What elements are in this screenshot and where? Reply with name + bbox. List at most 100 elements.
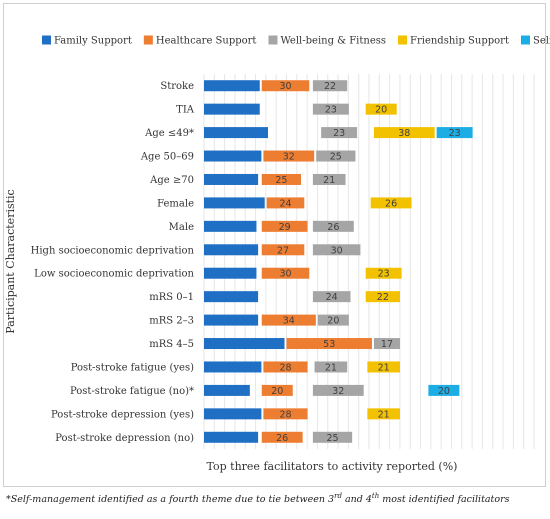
data-label: 24 (279, 198, 291, 209)
data-label: 17 (381, 339, 393, 350)
bar-friendship-support (365, 103, 397, 115)
data-label: 20 (271, 386, 283, 397)
bar-family-support (204, 338, 285, 350)
category-label: Post-stroke depression (no) (55, 433, 194, 444)
bar-healthcare-support (261, 220, 308, 232)
bar-well-being-fitness (314, 361, 348, 373)
category-label: Age ≤49* (144, 128, 194, 139)
bar-family-support (204, 244, 259, 256)
bar-well-being-fitness (317, 314, 349, 326)
data-label: 20 (438, 386, 450, 397)
x-axis-title: Top three facilitators to activity repor… (207, 460, 458, 473)
data-label: 30 (279, 269, 291, 280)
bar-friendship-support (365, 267, 402, 279)
data-label: 24 (326, 292, 338, 303)
legend-label-healthcare-support: Healthcare Support (156, 36, 257, 47)
bar-friendship-support (365, 291, 400, 303)
data-label: 25 (275, 175, 287, 186)
data-label: 20 (375, 105, 387, 116)
category-label: mRS 4–5 (149, 339, 194, 350)
category-label: Age 50–69 (140, 152, 194, 163)
data-label: 30 (331, 245, 343, 256)
bar-well-being-fitness (316, 150, 356, 162)
data-label: 28 (279, 409, 291, 420)
bar-family-support (204, 361, 262, 373)
data-label: 22 (377, 292, 389, 303)
bar-friendship-support (370, 197, 412, 209)
legend-label-well-being-fitness: Well-being & Fitness (280, 36, 386, 47)
footnote-text-mid: and 4 (341, 494, 372, 506)
category-label: Female (157, 198, 194, 209)
bar-family-support (204, 80, 260, 92)
category-label: Post-stroke depression (yes) (51, 409, 194, 420)
category-label: High socioeconomic deprivation (31, 245, 195, 256)
bar-well-being-fitness (312, 80, 348, 92)
category-label: Post-stroke fatigue (no)* (70, 386, 194, 397)
bar-friendship-support (373, 127, 435, 139)
bar-healthcare-support (261, 267, 310, 279)
bar-healthcare-support (261, 173, 301, 185)
bar-well-being-fitness (312, 173, 346, 185)
bar-well-being-fitness (321, 127, 358, 139)
footnote-sup-th: th (371, 492, 380, 500)
bar-well-being-fitness (312, 291, 351, 303)
bar-healthcare-support (263, 408, 308, 420)
bar-friendship-support (367, 408, 400, 420)
data-label: 28 (279, 362, 291, 373)
data-label: 34 (283, 316, 295, 327)
category-label: Age ≥70 (149, 175, 194, 186)
category-label: TIA (176, 105, 195, 116)
data-label: 26 (276, 433, 288, 444)
bar-healthcare-support (286, 338, 372, 350)
data-label: 32 (332, 386, 344, 397)
legend-swatch-friendship-support (398, 35, 408, 45)
legend-swatch-well-being-fitness (268, 35, 278, 45)
category-label: mRS 2–3 (149, 316, 194, 327)
legend-label-family-support: Family Support (54, 36, 132, 47)
data-label: 20 (327, 316, 339, 327)
footnote-text: *Self-management identified as a fourth … (6, 494, 335, 506)
bar-chart: Family Support Healthcare Support Well-bei… (4, 35, 550, 473)
bar-self-management (436, 127, 473, 139)
bar-healthcare-support (261, 80, 310, 92)
bar-well-being-fitness (312, 431, 353, 443)
data-label: 21 (323, 175, 335, 186)
bar-family-support (204, 220, 257, 232)
bar-family-support (204, 431, 259, 443)
bar-family-support (204, 267, 257, 279)
bar-family-support (204, 103, 260, 115)
data-label: 38 (398, 128, 410, 139)
bar-family-support (204, 150, 262, 162)
data-label: 22 (324, 81, 336, 92)
data-label: 25 (330, 152, 342, 163)
data-label: 26 (327, 222, 339, 233)
bar-family-support (204, 173, 259, 185)
data-label: 26 (385, 198, 397, 209)
bar-healthcare-support (261, 244, 305, 256)
data-label: 29 (279, 222, 291, 233)
bar-family-support (204, 408, 262, 420)
bar-family-support (204, 127, 268, 139)
data-label: 27 (277, 245, 289, 256)
legend-label-self-management: Self-management (533, 36, 550, 47)
bar-well-being-fitness (373, 338, 400, 350)
legend-swatch-self-management (520, 35, 530, 45)
data-label: 53 (323, 339, 335, 350)
category-label: Low socioeconomic deprivation (34, 269, 194, 280)
legend-label-friendship-support: Friendship Support (410, 36, 509, 47)
data-label: 25 (326, 433, 338, 444)
bar-healthcare-support (263, 150, 315, 162)
footnote-text-end: most identified facilitators (379, 494, 510, 506)
footnote-sup-rd: rd (334, 492, 342, 500)
data-label: 32 (283, 152, 295, 163)
data-label: 21 (378, 362, 390, 373)
category-label: Post-stroke fatigue (yes) (71, 362, 194, 373)
bar-friendship-support (367, 361, 400, 373)
data-label: 30 (279, 81, 291, 92)
bar-family-support (204, 384, 250, 396)
data-label: 21 (325, 362, 337, 373)
bar-healthcare-support (266, 197, 305, 209)
data-label: 23 (378, 269, 390, 280)
bar-healthcare-support (263, 361, 308, 373)
bar-well-being-fitness (312, 103, 349, 115)
